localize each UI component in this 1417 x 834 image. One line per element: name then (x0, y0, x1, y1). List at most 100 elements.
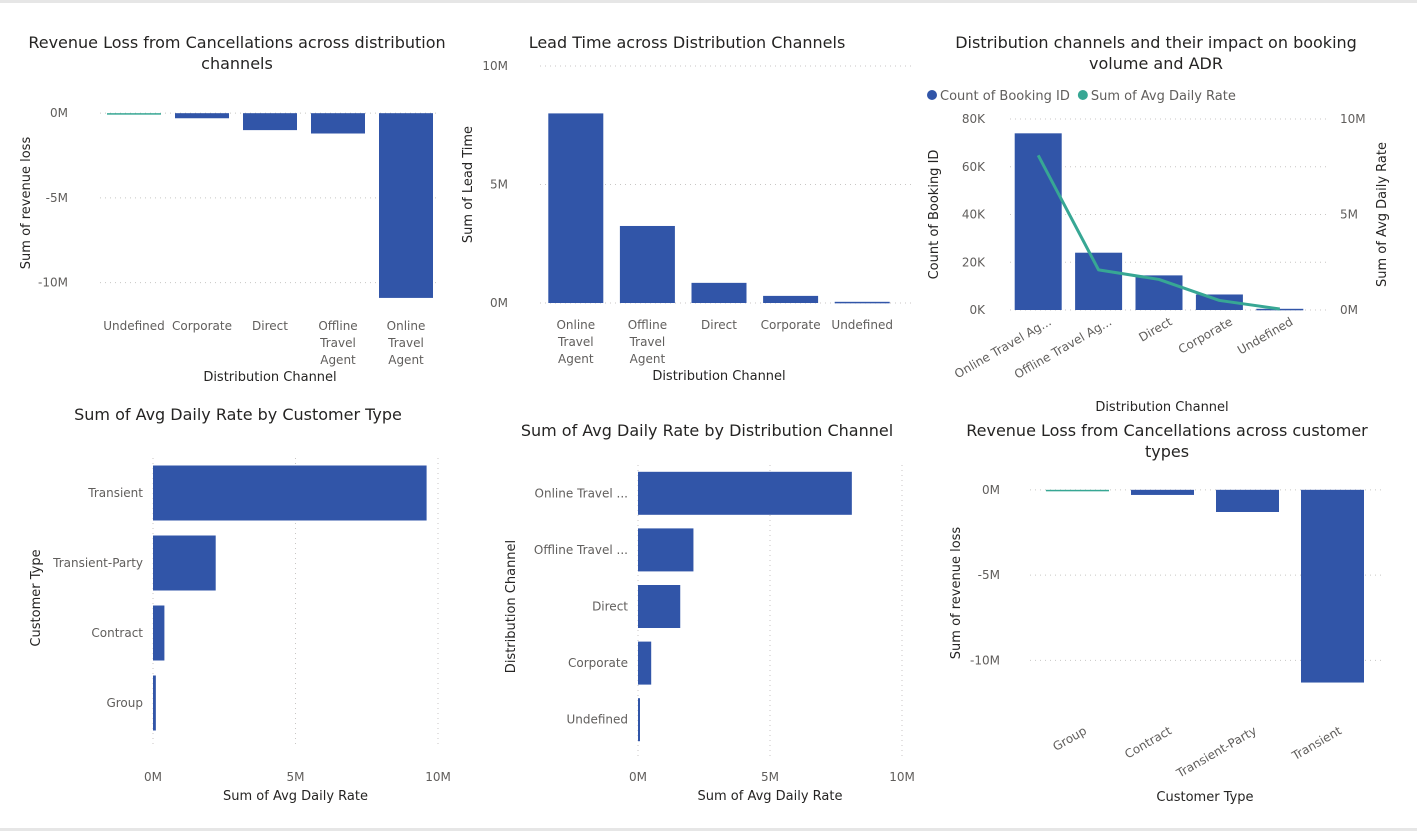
c1-bar[interactable] (311, 113, 365, 134)
c2-category-label: Online (556, 318, 595, 332)
c4-bar[interactable] (153, 675, 156, 731)
c3-ytick-label: 60K (962, 160, 986, 174)
c1-ytick-label: -10M (38, 276, 68, 290)
c5-xaxis-title: Sum of Avg Daily Rate (698, 789, 843, 804)
c3-legend-marker (927, 90, 937, 100)
c5-xtick-label: 10M (889, 770, 915, 784)
c5-xtick-label: 5M (761, 770, 779, 784)
c2-ytick-label: 10M (482, 59, 508, 73)
c3-xaxis-title: Distribution Channel (1095, 400, 1228, 415)
c4-bar[interactable] (153, 605, 165, 661)
c2-yaxis-title: Sum of Lead Time (461, 126, 476, 243)
c2-category-label: Corporate (761, 318, 821, 332)
c2-category-label: Travel (629, 335, 666, 349)
c3-category-label: Corporate (1176, 314, 1235, 356)
c6-bar[interactable] (1216, 489, 1279, 512)
c6-category-label: Group (1050, 723, 1089, 753)
c1-category-label: Undefined (103, 319, 165, 333)
c6-category-label: Transient-Party (1173, 723, 1259, 781)
c1-category-label: Agent (320, 353, 356, 367)
c6-category-label: Transient (1289, 723, 1345, 763)
c1-bar[interactable] (107, 113, 161, 115)
dashboard-svg: Revenue Loss from Cancellations across d… (19, 33, 1390, 805)
c6-ytick-label: 0M (982, 483, 1000, 497)
c1-category-label: Travel (387, 336, 424, 350)
c3-ytick-label: 20K (962, 255, 986, 269)
c4-bar[interactable] (153, 465, 427, 521)
c3-y2tick-label: 5M (1340, 208, 1358, 222)
c1-title: Revenue Loss from Cancellations across d… (28, 33, 445, 52)
c3-title: Distribution channels and their impact o… (955, 33, 1357, 52)
c4-category-label: Transient (87, 486, 143, 500)
c3-y2tick-label: 0M (1340, 303, 1358, 317)
c6-bar[interactable] (1046, 489, 1109, 492)
c2-title: Lead Time across Distribution Channels (529, 33, 846, 52)
c3-title: volume and ADR (1089, 54, 1223, 73)
c1-xaxis-title: Distribution Channel (203, 370, 336, 385)
c3-category-label: Undefined (1235, 314, 1295, 357)
c1-category-label: Online (387, 319, 426, 333)
c3-line-series (1036, 154, 1281, 311)
c2-category-label: Agent (558, 352, 594, 366)
c1-bar[interactable] (379, 113, 433, 298)
c4-bar[interactable] (153, 535, 216, 591)
c3-category-label: Direct (1136, 314, 1174, 344)
c3-category-label: Offline Travel Ag... (1012, 314, 1114, 381)
c5-bar[interactable] (638, 528, 694, 572)
c1-category-label: Travel (319, 336, 356, 350)
c6-bar[interactable] (1131, 489, 1194, 495)
c2-bar[interactable] (691, 282, 747, 303)
c1-title: channels (201, 54, 273, 73)
c4-xtick-label: 10M (425, 770, 451, 784)
c4-xtick-label: 5M (287, 770, 305, 784)
c4-xaxis-title: Sum of Avg Daily Rate (223, 789, 368, 804)
c5-bar[interactable] (638, 585, 681, 628)
c4-category-label: Contract (91, 626, 143, 640)
c6-category-label: Contract (1122, 723, 1174, 761)
c5-category-label: Direct (592, 600, 628, 614)
c5-category-label: Online Travel ... (535, 486, 628, 500)
c3-bar[interactable] (1195, 294, 1243, 310)
c2-bar[interactable] (548, 113, 604, 304)
c1-bar[interactable] (175, 113, 229, 119)
c6-ytick-label: -10M (970, 653, 1000, 667)
c2-bar[interactable] (619, 225, 675, 303)
c5-title: Sum of Avg Daily Rate by Distribution Ch… (521, 421, 893, 440)
c3-bar[interactable] (1075, 252, 1123, 310)
c1-ytick-label: -5M (46, 191, 68, 205)
c1-category-label: Corporate (172, 319, 232, 333)
c2-bar[interactable] (834, 301, 890, 304)
c6-bar[interactable] (1301, 489, 1364, 683)
c3-legend-label: Count of Booking ID (940, 89, 1070, 104)
c6-title: Revenue Loss from Cancellations across c… (966, 421, 1368, 440)
c3-bar[interactable] (1135, 275, 1183, 310)
c3-y2axis-title: Sum of Avg Daily Rate (1375, 142, 1390, 287)
c2-category-label: Agent (630, 352, 666, 366)
c1-ytick-label: 0M (50, 106, 68, 120)
c4-category-label: Group (106, 696, 143, 710)
c3-legend-label: Sum of Avg Daily Rate (1091, 89, 1236, 104)
c5-bar[interactable] (638, 471, 852, 515)
c3-category-label: Online Travel Ag... (952, 314, 1054, 381)
c4-category-label: Transient-Party (52, 556, 143, 570)
c3-legend-marker (1077, 90, 1088, 100)
c3-bar[interactable] (1014, 133, 1062, 310)
c2-category-label: Undefined (831, 318, 893, 332)
c2-bar[interactable] (763, 295, 819, 303)
c1-category-label: Direct (252, 319, 288, 333)
c1-bar[interactable] (243, 113, 297, 131)
c5-bar[interactable] (638, 641, 652, 685)
c6-yaxis-title: Sum of revenue loss (949, 527, 964, 660)
c6-ytick-label: -5M (978, 568, 1000, 582)
c5-category-label: Corporate (568, 656, 628, 670)
c4-xtick-label: 0M (144, 770, 162, 784)
c3-ytick-label: 40K (962, 208, 986, 222)
c3-y2tick-label: 10M (1340, 112, 1366, 126)
c5-bar[interactable] (638, 698, 640, 742)
c2-category-label: Travel (557, 335, 594, 349)
c3-bar[interactable] (1256, 308, 1304, 311)
c1-category-label: Offline (318, 319, 357, 333)
c6-title: types (1145, 442, 1189, 461)
c4-yaxis-title: Customer Type (29, 549, 44, 646)
